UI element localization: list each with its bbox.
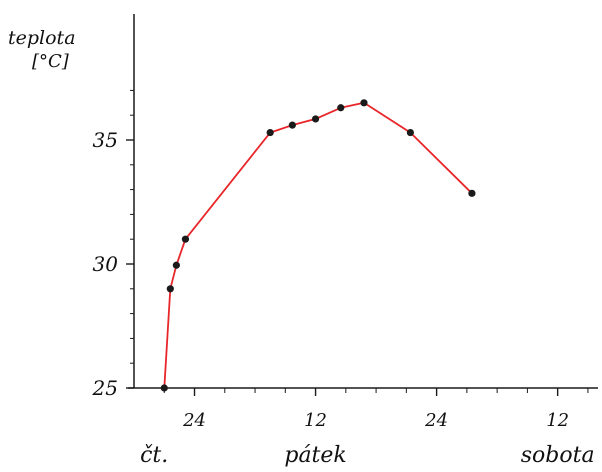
data-point	[172, 261, 180, 269]
x-tick-label: 24	[424, 410, 448, 431]
series-line	[163, 101, 473, 389]
data-point	[360, 99, 368, 107]
x-axis: 24 12 24 12	[128, 387, 598, 431]
data-point	[288, 121, 296, 129]
y-axis-unit: [°C]	[32, 51, 70, 72]
data-points	[160, 99, 476, 392]
y-tick-35: 35	[93, 128, 118, 152]
day-label: pátek	[284, 443, 346, 468]
data-point	[166, 285, 174, 293]
x-tick-label: 12	[546, 410, 569, 431]
x-tick-label: 12	[304, 410, 327, 431]
data-point	[406, 128, 414, 137]
y-tick-30: 30	[93, 252, 119, 276]
data-point	[337, 104, 345, 112]
day-label: sobota	[521, 443, 595, 468]
data-point	[160, 384, 168, 392]
y-tick-25: 25	[92, 376, 118, 400]
y-axis-label: teplota	[8, 27, 76, 49]
data-point	[311, 115, 320, 123]
y-axis: 25 30 35	[92, 14, 135, 400]
data-point	[468, 189, 476, 197]
day-labels: čt. pátek sobota	[140, 443, 594, 468]
x-tick-label: 24	[182, 410, 206, 431]
data-point	[181, 235, 190, 243]
data-point	[266, 128, 274, 137]
day-label: čt.	[140, 443, 168, 468]
